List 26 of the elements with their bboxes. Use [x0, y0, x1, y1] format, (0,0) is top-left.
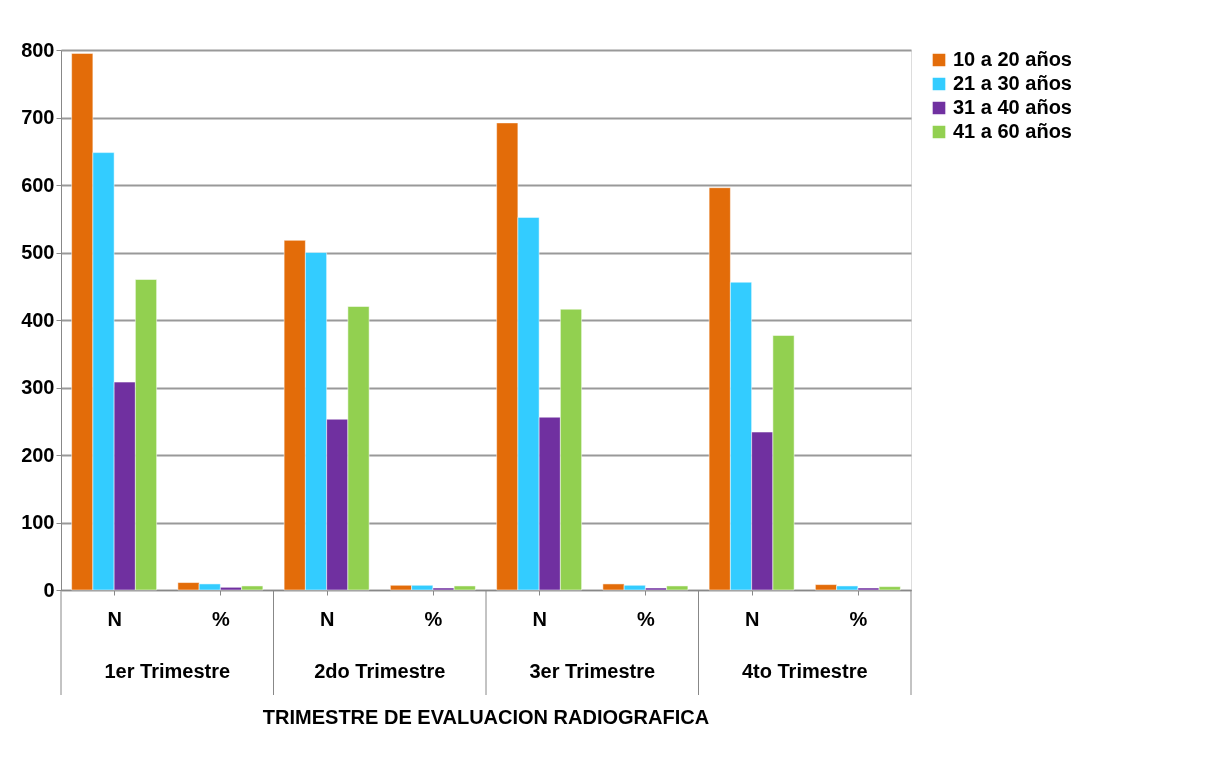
legend-label: 10 a 20 años — [953, 48, 1072, 70]
x-tick-label: % — [211, 607, 230, 630]
x-tick-label: N — [107, 607, 122, 630]
y-tick-label: 0 — [43, 578, 55, 601]
legend-label: 41 a 60 años — [953, 120, 1072, 142]
y-tick-label: 700 — [21, 106, 55, 128]
text: 4to Trimestre — [741, 660, 868, 682]
legend-label: 31 a 40 años — [953, 96, 1072, 118]
x-axis-title: TRIMESTRE DE EVALUACION RADIOGRAFICA — [262, 706, 710, 728]
y-tick-label: 100 — [21, 511, 55, 533]
x-tick-label: N — [319, 607, 335, 630]
x-tick-label: N — [744, 607, 760, 630]
text: 2do Trimestre — [314, 660, 446, 682]
text: 3er Trimestre — [529, 660, 656, 682]
y-tick-label: 800 — [21, 38, 55, 61]
x-tick-label: % — [636, 607, 655, 630]
x-tick-label: % — [849, 607, 868, 630]
x-tick-label: % — [424, 607, 443, 630]
x-tick-label: N — [532, 607, 547, 630]
y-tick-label: 200 — [21, 443, 55, 466]
text: 1er Trimestre — [104, 660, 231, 682]
y-tick-label: 300 — [21, 376, 55, 398]
y-tick-label: 500 — [21, 241, 55, 263]
y-tick-label: 600 — [21, 173, 55, 196]
legend-label: 21 a 30 años — [953, 72, 1072, 94]
y-tick-label: 400 — [21, 308, 55, 331]
